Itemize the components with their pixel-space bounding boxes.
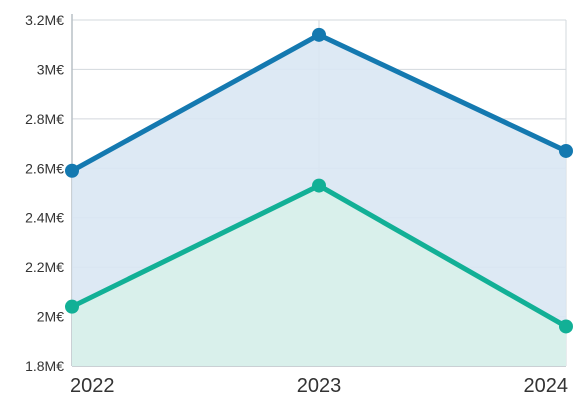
series-teal-area — [72, 185, 566, 366]
series-teal-point[interactable] — [559, 319, 573, 334]
y-axis-tick-labels: 1.8M€ 2M€ 2.2M€ 2.4M€ 2.6M€ 2.8M€ 3M€ 3.2M€ — [25, 12, 64, 374]
series-blue-point[interactable] — [312, 27, 326, 42]
area-layer — [72, 34, 566, 366]
y-tick-label: 2.6M€ — [25, 160, 64, 176]
x-tick-label: 2022 — [70, 375, 115, 397]
y-tick-label: 2.4M€ — [25, 210, 64, 226]
point-layer — [65, 27, 573, 334]
x-axis-tick-labels: 2022 2023 2024 — [70, 375, 568, 397]
x-tick-label: 2023 — [297, 375, 342, 397]
y-tick-label: 2.2M€ — [25, 259, 64, 275]
y-tick-label: 2M€ — [37, 309, 64, 325]
y-tick-label: 1.8M€ — [25, 358, 64, 374]
y-tick-label: 3M€ — [37, 61, 64, 77]
series-blue-point[interactable] — [559, 143, 573, 158]
x-tick-label: 2024 — [524, 375, 569, 397]
y-tick-label: 3.2M€ — [25, 12, 64, 28]
y-tick-label: 2.8M€ — [25, 111, 64, 127]
series-blue-point[interactable] — [65, 163, 79, 178]
series-teal-point[interactable] — [65, 299, 79, 314]
series-teal-point[interactable] — [312, 178, 326, 193]
